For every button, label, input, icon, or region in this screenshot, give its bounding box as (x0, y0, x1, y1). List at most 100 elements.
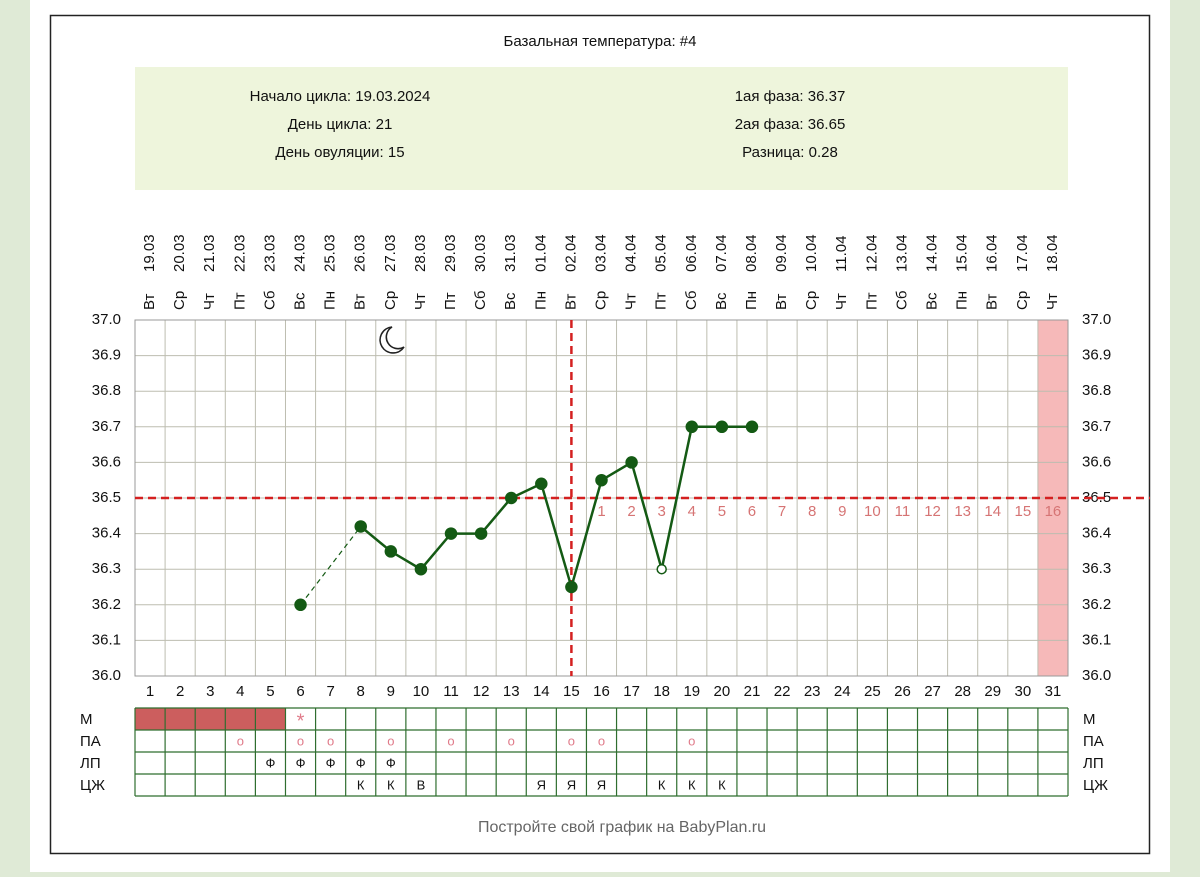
luteal-day-label: 1 (597, 503, 605, 520)
x-tick-label: 22 (774, 683, 791, 700)
luteal-day-label: 16 (1045, 503, 1062, 520)
luteal-day-label: 2 (627, 503, 635, 520)
date-label: 04.04 (623, 234, 640, 272)
weekday-label: Ср (1014, 291, 1031, 310)
row-label-right: М (1083, 711, 1096, 728)
y-tick-label-right: 36.0 (1082, 667, 1111, 684)
date-label: 11.04 (833, 236, 850, 272)
y-tick-label: 36.2 (92, 596, 121, 613)
luteal-day-label: 9 (838, 503, 846, 520)
date-label: 05.04 (653, 234, 670, 272)
filled-cell (225, 708, 256, 730)
weekday-label: Пн (322, 291, 339, 310)
row-label: М (80, 711, 93, 728)
temperature-point (354, 520, 367, 533)
weekday-label: Пт (442, 292, 459, 310)
cell-text: о (447, 733, 454, 748)
y-tick-label-right: 36.7 (1082, 418, 1111, 435)
weekday-label: Вт (141, 293, 158, 310)
date-label: 09.04 (773, 234, 790, 272)
x-tick-label: 4 (236, 683, 244, 700)
date-label: 01.04 (532, 234, 549, 272)
weekday-label: Вт (984, 293, 1001, 310)
temperature-point (294, 598, 307, 612)
temperature-point (414, 562, 428, 576)
date-label: 15.04 (954, 234, 971, 272)
x-tick-label: 24 (834, 683, 851, 700)
temperature-point (595, 473, 608, 487)
cell-text: о (598, 733, 605, 748)
luteal-day-label: 11 (895, 503, 911, 520)
luteal-day-label: 13 (954, 503, 971, 520)
y-tick-label: 36.4 (92, 525, 121, 542)
y-tick-label-right: 36.3 (1082, 560, 1111, 577)
cell-text: Ф (265, 755, 275, 770)
temperature-point (565, 580, 578, 594)
cell-text: Ф (326, 755, 336, 770)
filled-cell (165, 708, 196, 730)
temperature-point (504, 491, 518, 505)
cell-text: В (417, 777, 426, 792)
x-tick-label: 9 (387, 683, 395, 700)
footer: Постройте свой график на BabyPlan.ru (478, 819, 766, 836)
x-tick-label: 25 (864, 683, 881, 700)
info-text: 1ая фаза: 36.37 (735, 88, 846, 105)
cell-text: Ф (386, 755, 396, 770)
cell-text: Ф (296, 755, 306, 770)
weekday-label: Пт (653, 292, 670, 310)
date-label: 25.03 (322, 234, 339, 272)
weekday-label: Вт (773, 293, 790, 310)
weekday-label: Сб (261, 291, 278, 310)
gap-connector (300, 526, 362, 606)
temperature-point (444, 527, 458, 540)
x-tick-label: 11 (443, 683, 459, 700)
row-label: ПА (80, 733, 101, 750)
x-tick-label: 28 (954, 683, 971, 700)
date-label: 06.04 (683, 234, 700, 272)
date-label: 31.03 (502, 234, 519, 272)
cell-text: * (297, 710, 305, 732)
date-label: 30.03 (472, 234, 489, 272)
weekday-label: Чт (412, 293, 429, 310)
date-label: 22.03 (231, 234, 248, 272)
x-tick-label: 2 (176, 683, 184, 700)
info-text: Начало цикла: 19.03.2024 (250, 88, 431, 105)
date-label: 20.03 (171, 234, 188, 272)
temperature-point (535, 477, 548, 491)
cell-text: К (718, 777, 726, 792)
x-tick-label: 17 (623, 683, 640, 700)
luteal-day-label: 12 (924, 503, 941, 520)
weekday-label: Чт (1044, 293, 1061, 310)
x-tick-label: 16 (593, 683, 610, 700)
row-label-right: ПА (1083, 733, 1104, 750)
date-label: 27.03 (382, 234, 399, 272)
weekday-label: Чт (623, 293, 640, 310)
weekday-label: Вт (352, 293, 369, 310)
weekday-label: Пн (954, 291, 971, 310)
cell-text: Я (597, 777, 606, 792)
date-label: 29.03 (442, 234, 459, 272)
row-label-right: ЦЖ (1083, 777, 1108, 794)
cell-text: о (688, 733, 695, 748)
date-label: 18.04 (1044, 234, 1061, 272)
weekday-label: Пт (231, 292, 248, 310)
filled-cell (255, 708, 286, 730)
y-tick-label-right: 36.1 (1082, 631, 1111, 648)
x-tick-label: 18 (653, 683, 670, 700)
y-tick-label-right: 36.5 (1082, 489, 1111, 506)
weekday-label: Чт (833, 293, 850, 310)
temperature-point (384, 545, 398, 558)
cell-text: Ф (356, 755, 366, 770)
date-label: 07.04 (713, 234, 730, 272)
luteal-day-label: 14 (984, 503, 1001, 520)
temperature-point (474, 527, 488, 540)
temperature-point (656, 563, 667, 575)
x-tick-label: 14 (533, 683, 550, 700)
weekday-label: Вс (713, 292, 730, 310)
y-tick-label: 36.3 (92, 560, 121, 577)
y-tick-label-right: 36.6 (1082, 453, 1111, 470)
date-label: 19.03 (141, 234, 158, 272)
date-label: 21.03 (201, 234, 218, 272)
y-tick-label: 36.0 (92, 667, 121, 684)
